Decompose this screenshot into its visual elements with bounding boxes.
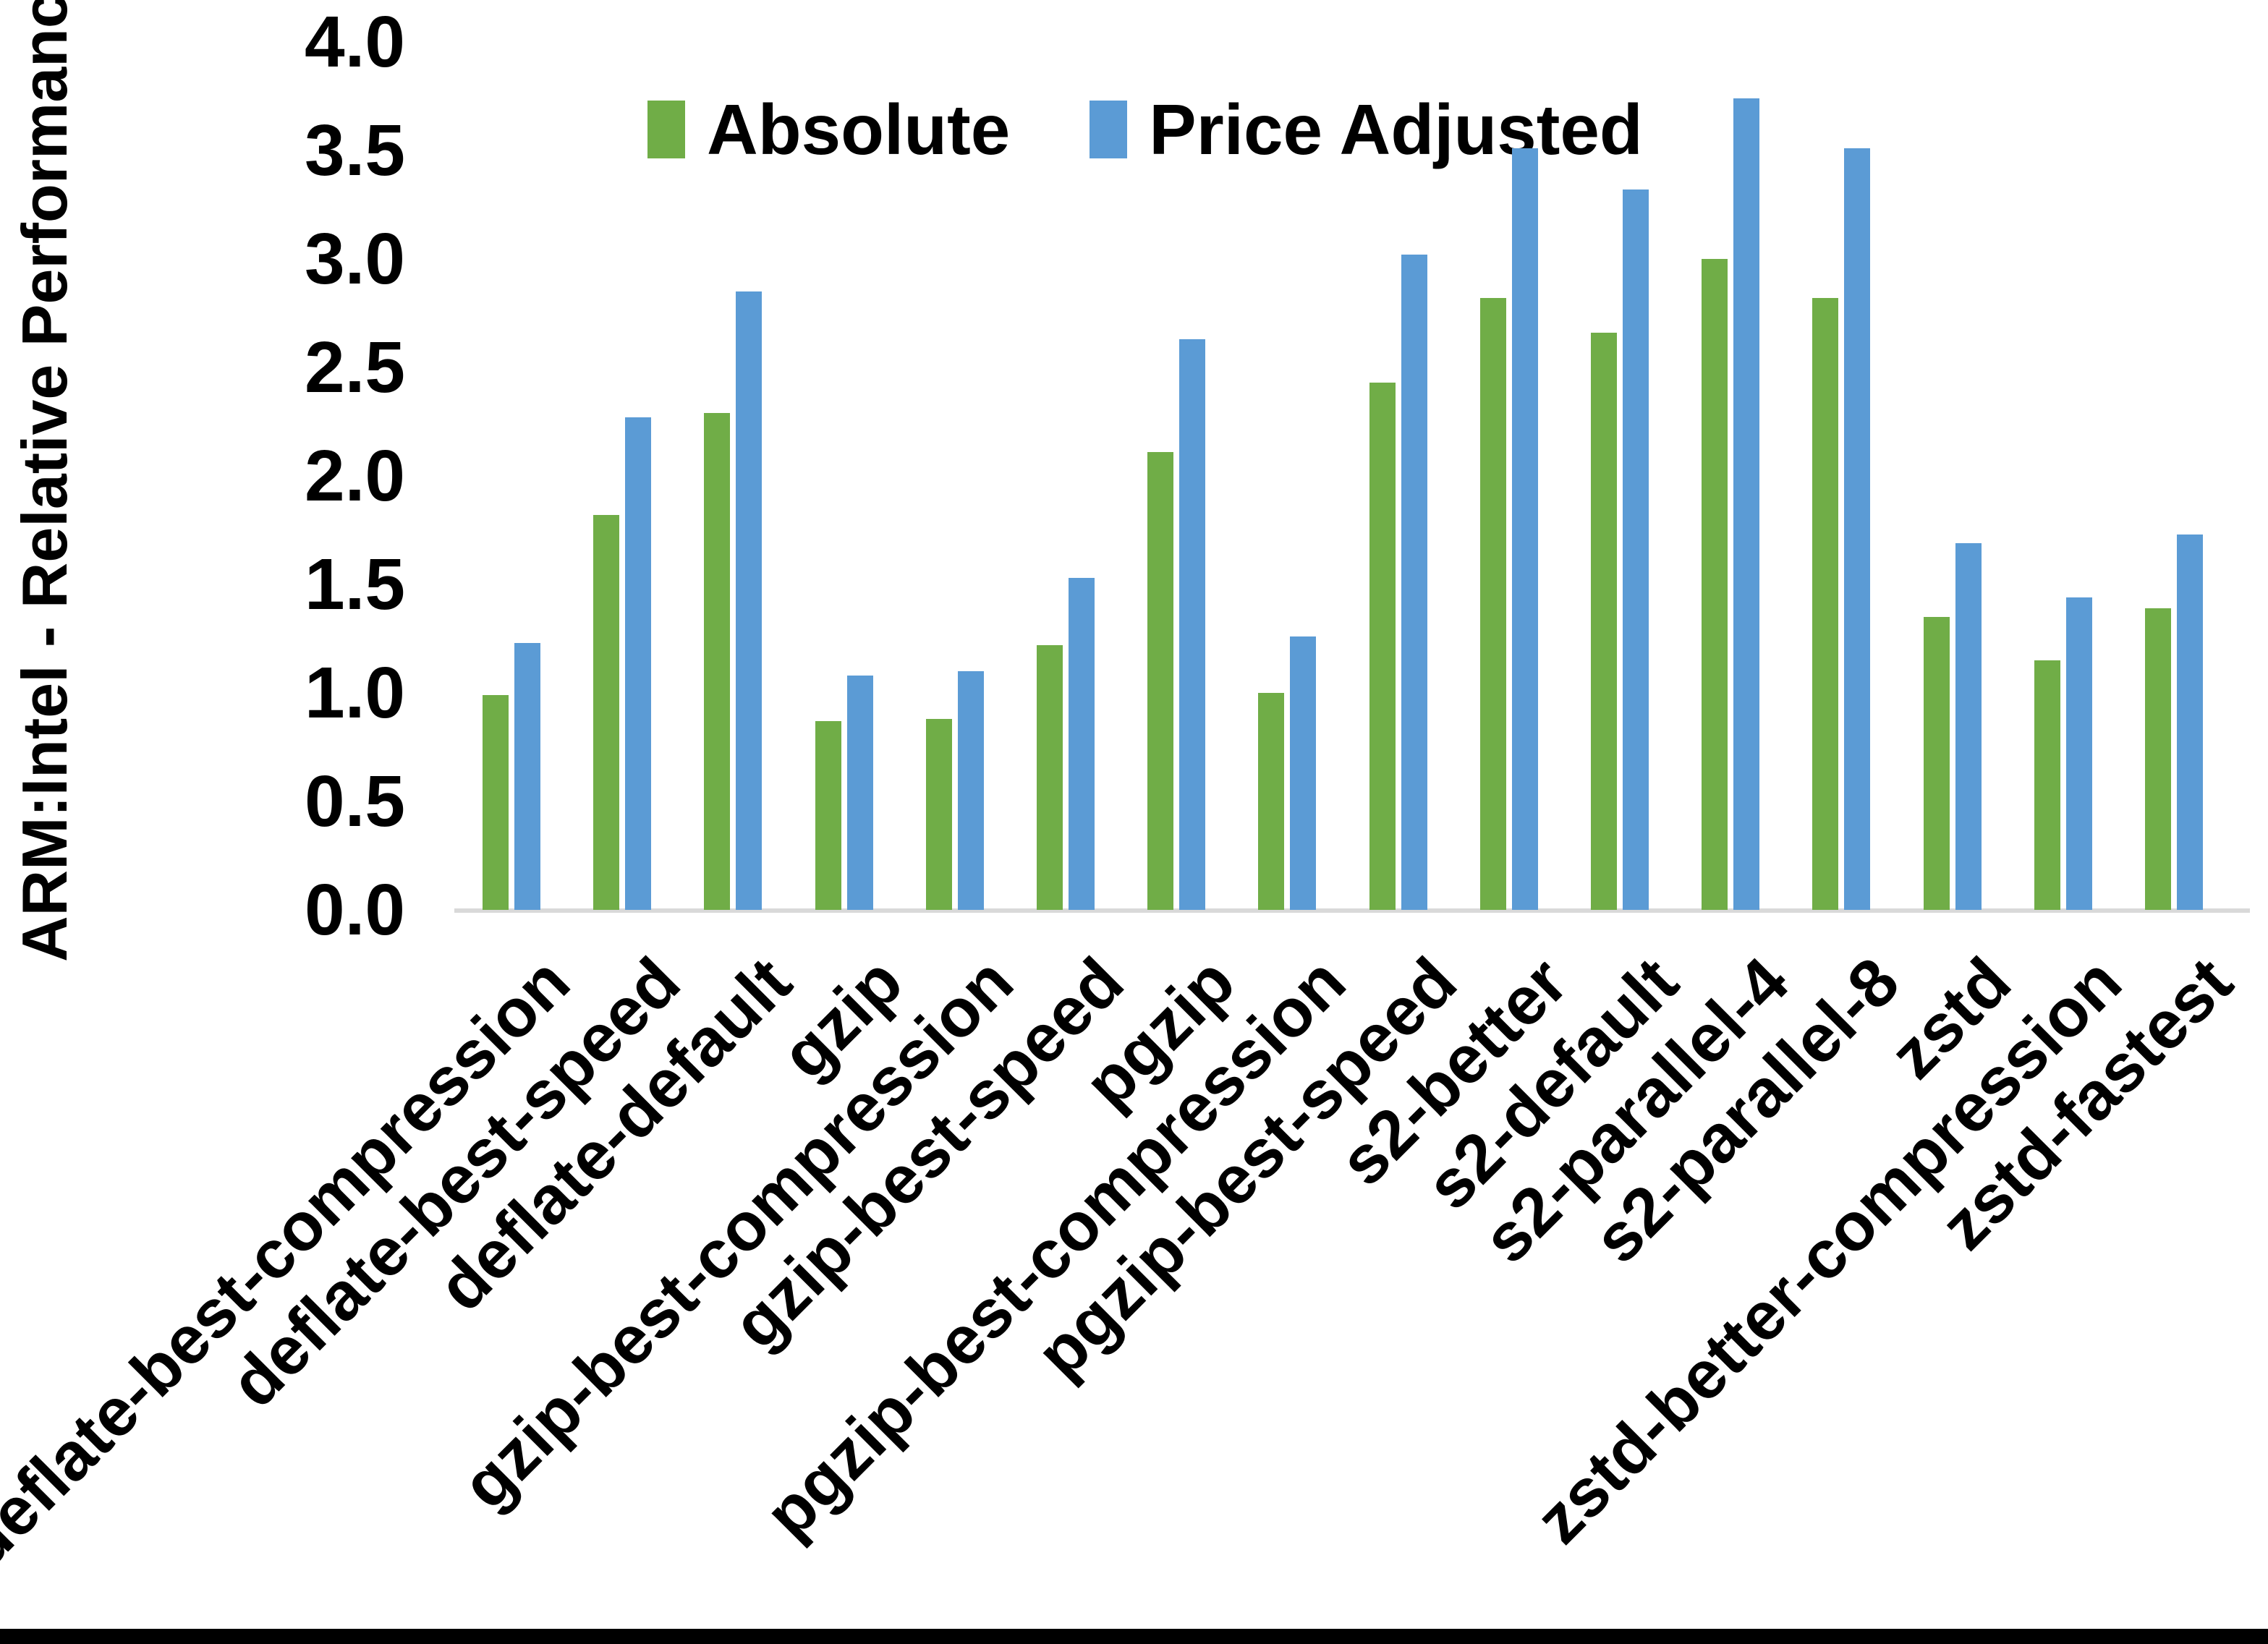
bar-price-adjusted <box>514 643 540 910</box>
y-tick-label: 0.5 <box>304 761 405 842</box>
bar-price-adjusted <box>958 671 984 910</box>
bar-price-adjusted <box>1401 255 1427 910</box>
legend-item-absolute: Absolute <box>647 94 1010 165</box>
bar-absolute <box>593 515 619 910</box>
bar-absolute <box>1812 298 1838 910</box>
bar-price-adjusted <box>2177 534 2203 910</box>
bar-absolute <box>704 413 730 910</box>
legend-label-absolute: Absolute <box>707 90 1011 169</box>
bar-absolute <box>1258 693 1284 910</box>
bar-price-adjusted <box>1069 578 1095 910</box>
x-axis-line <box>454 908 2250 913</box>
bar-price-adjusted <box>2066 597 2092 910</box>
bar-price-adjusted <box>1179 339 1205 910</box>
legend-swatch-absolute-icon <box>647 101 685 158</box>
bar-price-adjusted <box>1623 189 1649 910</box>
bar-price-adjusted <box>1512 148 1538 910</box>
bar-price-adjusted <box>1844 148 1870 910</box>
bottom-border <box>0 1629 2268 1644</box>
y-tick-label: 1.0 <box>304 652 405 733</box>
legend-swatch-price-adjusted-icon <box>1090 101 1128 158</box>
bar-absolute <box>1591 333 1617 910</box>
legend-item-price-adjusted: Price Adjusted <box>1090 94 1643 165</box>
y-tick-label: 4.0 <box>304 1 405 82</box>
bar-price-adjusted <box>847 676 873 910</box>
y-tick-label: 2.5 <box>304 327 405 408</box>
bar-absolute <box>2034 660 2060 910</box>
y-tick-label: 3.0 <box>304 218 405 299</box>
bar-price-adjusted <box>1955 543 1982 910</box>
bar-absolute <box>1480 298 1506 910</box>
bar-absolute <box>926 719 952 910</box>
bar-absolute <box>1037 645 1063 910</box>
bar-absolute <box>1147 452 1173 910</box>
bar-price-adjusted <box>625 417 651 910</box>
bar-price-adjusted <box>736 291 762 910</box>
bar-absolute <box>1702 259 1728 910</box>
bar-price-adjusted <box>1733 98 1759 910</box>
y-tick-label: 1.5 <box>304 544 405 625</box>
y-tick-label: 0.0 <box>304 869 405 950</box>
bar-price-adjusted <box>1290 636 1316 910</box>
y-tick-label: 3.5 <box>304 110 405 191</box>
y-tick-label: 2.0 <box>304 435 405 516</box>
bar-absolute <box>483 695 509 910</box>
legend: Absolute Price Adjusted <box>647 94 1643 165</box>
bar-absolute <box>1369 383 1396 910</box>
legend-label-price-adjusted: Price Adjusted <box>1149 90 1643 169</box>
bar-absolute <box>815 721 841 910</box>
bar-absolute <box>1924 617 1950 910</box>
bar-absolute <box>2145 608 2171 910</box>
